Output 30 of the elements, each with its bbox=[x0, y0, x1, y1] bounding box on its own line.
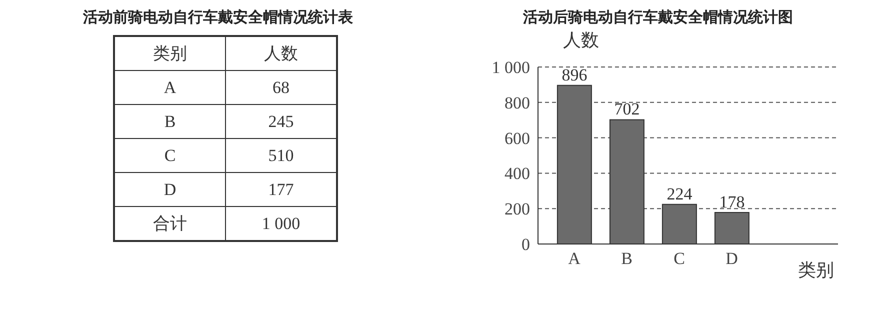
text: 510 bbox=[268, 146, 294, 164]
chart-title: 活动后骑电动自行车戴安全帽情况统计图 bbox=[522, 8, 794, 27]
text: 人数 bbox=[226, 36, 337, 70]
y-axis-title: 人数 bbox=[563, 29, 599, 52]
y-tick-label: 200 bbox=[504, 200, 530, 219]
category-label: D bbox=[114, 172, 226, 206]
category-label: B bbox=[114, 104, 226, 138]
x-tick-label: A bbox=[568, 249, 582, 268]
category-label: C bbox=[114, 138, 226, 172]
data-label: 702 bbox=[614, 100, 640, 119]
y-tick-label: 800 bbox=[504, 93, 530, 112]
text: 177 bbox=[268, 180, 294, 198]
text: 245 bbox=[268, 112, 294, 130]
data-label: 178 bbox=[719, 192, 745, 212]
x-tick-label: B bbox=[621, 249, 632, 268]
text: 1 000 bbox=[262, 214, 300, 232]
category-label: 合计 bbox=[114, 206, 226, 241]
x-axis-title: 类别 bbox=[798, 259, 834, 282]
y-tick-label: 0 bbox=[522, 235, 530, 254]
category-label: A bbox=[114, 70, 226, 104]
y-tick-label: 1 000 bbox=[492, 58, 530, 78]
y-tick-label: 600 bbox=[504, 128, 530, 148]
x-tick-label: D bbox=[726, 249, 738, 268]
y-tick-label: 400 bbox=[504, 164, 530, 184]
text: 68 bbox=[272, 78, 290, 96]
data-label: 896 bbox=[562, 65, 588, 84]
data-label: 224 bbox=[666, 184, 693, 204]
x-tick-label: C bbox=[674, 249, 685, 268]
text: 活动前骑电动自行车戴安全帽情况统计表 bbox=[82, 8, 354, 27]
text: 类别 bbox=[114, 36, 226, 70]
